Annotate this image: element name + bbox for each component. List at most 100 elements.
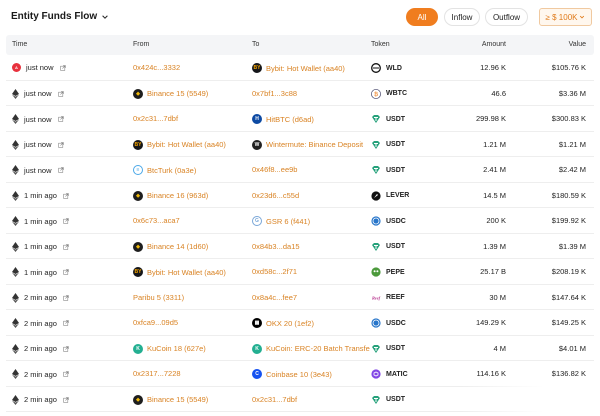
token-cell[interactable]: PEPE [371,267,405,277]
reef-icon: Reef [371,293,381,303]
to-address-link[interactable]: 0xd58c...2f71 [252,267,370,276]
tab-outflow[interactable]: Outflow [485,8,528,26]
external-link-icon[interactable] [63,396,69,403]
table-row[interactable]: just now BY Bybit: Hot Wallet (aa40) W W… [6,132,594,157]
pepe-icon [371,267,381,277]
to-address-text: Coinbase 10 (3e43) [266,369,332,379]
external-link-icon[interactable] [63,294,69,301]
table-row[interactable]: just now 0x2c31...7dbf H HitBTC (d6ad) U… [6,106,594,132]
token-cell[interactable]: USDT [371,242,405,252]
external-link-icon[interactable] [63,192,69,199]
tab-all[interactable]: All [406,8,438,26]
table-row[interactable]: 1 min ago ◆ Binance 14 (1d60) 0x84b3...d… [6,234,594,259]
to-address-link[interactable]: W Wintermute: Binance Deposit [252,139,370,150]
table-row[interactable]: just now ≡ BtcTurk (0a3e) 0x46f8...ee9b … [6,157,594,183]
external-link-icon[interactable] [63,243,69,250]
from-address-link[interactable]: 0x2c31...7dbf [133,114,178,123]
to-address-text: HitBTC (d6ad) [266,114,314,124]
token-symbol: REEF [386,294,405,301]
token-cell[interactable]: USDC [371,216,406,226]
from-address-text: Paribu 5 (3311) [133,292,185,302]
token-cell[interactable]: LEVER [371,190,409,201]
token-cell[interactable]: WLD [371,63,402,73]
ethereum-icon [12,88,19,99]
amount-text: 2.41 M [483,165,506,174]
from-address-link[interactable]: ◆ Binance 14 (1d60) [133,241,208,252]
table-row[interactable]: 2 min ago 0xfca9...09d5 ▦ OKX 20 (1ef2) … [6,310,594,336]
time-cell: 1 min ago [12,216,69,226]
token-cell[interactable]: USDC [371,318,406,328]
to-address-link[interactable]: 0x23d6...c55d [252,191,370,200]
table-row[interactable]: 2 min ago 0x2317...7228 C Coinbase 10 (3… [6,361,594,387]
from-address-link[interactable]: ◆ Binance 16 (963d) [133,190,208,201]
svg-text:Reef: Reef [372,295,381,300]
time-text: 1 min ago [24,242,57,251]
token-cell[interactable]: USDT [371,165,405,175]
external-link-icon[interactable] [59,64,66,71]
chevron-down-icon [580,15,585,19]
table-row[interactable]: A just now 0x424c...3332 BY Bybit: Hot W… [6,55,594,81]
page-title-dropdown[interactable]: Entity Funds Flow [11,11,109,22]
to-address-link[interactable]: 0x7bf1...3c88 [252,89,370,98]
table-row[interactable]: 2 min ago ◆ Binance 15 (5549) 0x2c31...7… [6,387,594,412]
value-filter-dropdown[interactable]: ≥ $ 100K [539,8,592,26]
from-address-link[interactable]: ◆ Binance 15 (5549) [133,394,208,405]
external-link-icon[interactable] [57,167,64,173]
table-row[interactable]: 1 min ago 0x6c73...aca7 G GSR 6 (f441) U… [6,208,594,234]
tab-inflow[interactable]: Inflow [444,8,480,26]
token-cell[interactable]: USDT [371,114,405,124]
to-address-link[interactable]: 0x46f8...ee9b [252,165,370,174]
to-address-link[interactable]: 0x2c31...7dbf [252,395,370,404]
from-address-link[interactable]: 0x424c...3332 [133,63,180,72]
from-address-link[interactable]: ≡ BtcTurk (0a3e) [133,165,196,175]
table-row[interactable]: 2 min ago K KuCoin 18 (627e) K KuCoin: E… [6,336,594,361]
from-address-link[interactable]: Paribu 5 (3311) [133,293,184,302]
token-cell[interactable]: USDT [371,395,405,405]
to-address-link[interactable]: ▦ OKX 20 (1ef2) [252,318,370,328]
to-address-link[interactable]: H HitBTC (d6ad) [252,114,370,124]
external-link-icon[interactable] [63,320,69,326]
to-address-text: 0xd58c...2f71 [252,267,298,276]
external-link-icon[interactable] [63,218,69,224]
token-cell[interactable]: USDT [371,140,405,150]
from-address-link[interactable]: 0x6c73...aca7 [133,216,180,225]
external-link-icon[interactable] [63,371,69,377]
table-row[interactable]: 1 min ago BY Bybit: Hot Wallet (aa40) 0x… [6,259,594,285]
external-link-icon[interactable] [57,90,64,97]
to-address-link[interactable]: 0x8a4c...fee7 [252,293,370,302]
column-header-token: Token [371,41,390,48]
to-address-text: 0x46f8...ee9b [252,165,298,174]
watermark-fade [460,386,600,416]
amount-text: 114.16 K [476,369,506,378]
to-address-link[interactable]: C Coinbase 10 (3e43) [252,369,370,379]
from-address-text: 0x2317...7228 [133,369,181,378]
to-address-link[interactable]: G GSR 6 (f441) [252,216,370,226]
token-cell[interactable]: ₿ WBTC [371,88,407,99]
table-row[interactable]: 1 min ago ◆ Binance 16 (963d) 0x23d6...c… [6,183,594,208]
to-address-text: 0x8a4c...fee7 [252,292,298,302]
external-link-icon[interactable] [63,269,69,275]
value-text: $199.92 K [551,216,586,225]
to-address-link[interactable]: K KuCoin: ERC-20 Batch Transfe [252,343,370,354]
token-symbol: USDT [386,166,406,174]
table-row[interactable]: 2 min ago Paribu 5 (3311) 0x8a4c...fee7 … [6,285,594,310]
from-address-link[interactable]: 0xfca9...09d5 [133,318,178,327]
external-link-icon[interactable] [57,141,64,148]
external-link-icon[interactable] [57,116,64,122]
token-cell[interactable]: MATIC [371,369,408,379]
external-link-icon[interactable] [63,345,69,352]
from-address-link[interactable]: K KuCoin 18 (627e) [133,343,206,354]
table-row[interactable]: just now ◆ Binance 15 (5549) 0x7bf1...3c… [6,81,594,106]
to-address-link[interactable]: BY Bybit: Hot Wallet (aa40) [252,63,370,73]
from-address-text: 0x6c73...aca7 [133,216,180,225]
wld-icon [371,63,381,73]
from-address-link[interactable]: ◆ Binance 15 (5549) [133,88,208,99]
from-address-link[interactable]: 0x2317...7228 [133,369,181,378]
token-cell[interactable]: USDT [371,344,405,354]
time-text: 2 min ago [24,344,57,353]
token-cell[interactable]: Reef REEF [371,293,405,303]
from-address-text: Bybit: Hot Wallet (aa40) [147,267,226,277]
to-address-link[interactable]: 0x84b3...da15 [252,242,370,251]
from-address-link[interactable]: BY Bybit: Hot Wallet (aa40) [133,267,226,277]
from-address-link[interactable]: BY Bybit: Hot Wallet (aa40) [133,139,226,150]
